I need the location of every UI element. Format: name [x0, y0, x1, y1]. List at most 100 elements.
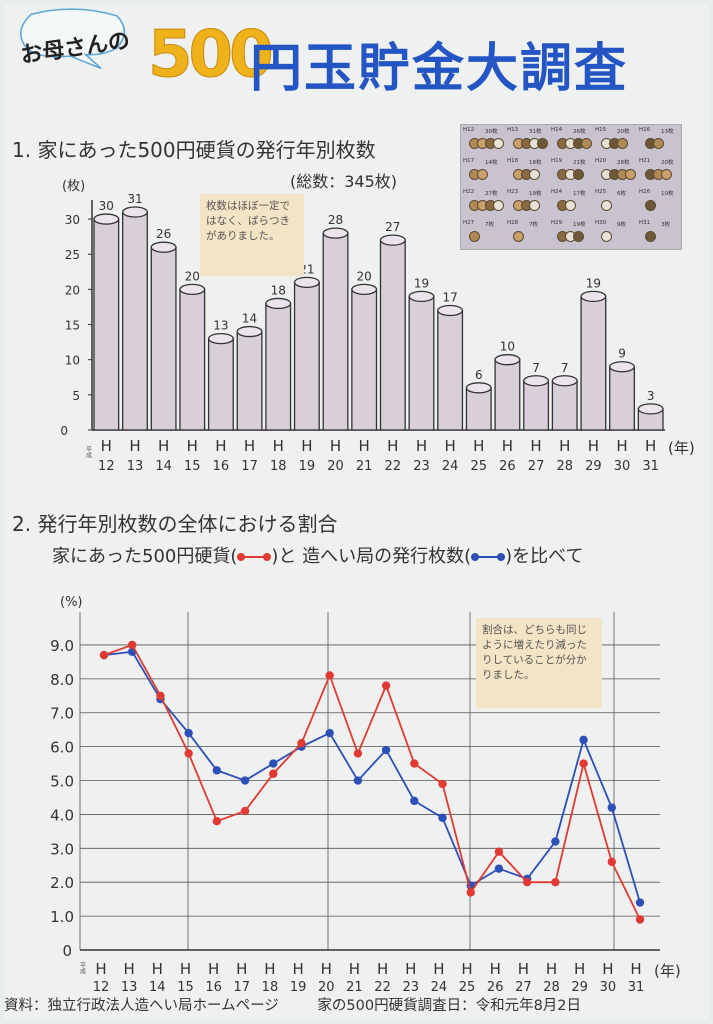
line-y-tick-label: 2.0	[50, 874, 74, 892]
bar	[609, 366, 635, 431]
blue-series-point	[438, 813, 447, 823]
bar-value-label: 31	[127, 192, 142, 206]
photo-count-label: 10枚	[661, 191, 674, 197]
bar-value-label: 13	[213, 319, 228, 333]
bar	[207, 337, 234, 431]
coin-icon	[565, 200, 576, 211]
bar-x-prefix: H	[387, 437, 398, 455]
line-x-prefix: H	[95, 960, 106, 978]
photo-count-label: 18枚	[529, 160, 542, 166]
coin-icon	[529, 169, 540, 180]
era-label: 平成	[85, 446, 92, 459]
photo-year-label: H24	[551, 189, 563, 195]
bar-x-prefix: H	[330, 437, 341, 455]
bar-value-label: 14	[242, 312, 257, 326]
blue-series-point	[381, 745, 391, 755]
photo-year-label: H15	[595, 127, 607, 133]
photo-year-label: H17	[463, 158, 475, 164]
blue-series-point	[269, 759, 278, 768]
line-x-prefix: H	[292, 960, 303, 978]
line-x-tick-label: 20	[318, 980, 335, 995]
line-x-tick-label: 16	[205, 980, 222, 995]
photo-year-label: H26	[639, 189, 651, 195]
photo-year-label: H19	[551, 158, 563, 164]
red-series-point	[579, 759, 588, 768]
subheading-part3: )を比べて	[505, 546, 584, 567]
bar-value-label: 7	[532, 361, 540, 375]
photo-count-label: 21枚	[573, 160, 586, 166]
bar	[494, 359, 521, 431]
bar	[179, 288, 206, 431]
bar-x-tick-label: 15	[184, 459, 201, 474]
line-x-prefix: H	[602, 960, 613, 978]
photo-year-label: H29	[551, 220, 563, 226]
bar	[465, 387, 492, 431]
bar-top	[437, 304, 464, 317]
era-label-2: 平成	[79, 962, 86, 975]
coin-icon	[661, 169, 672, 180]
red-series-point	[269, 769, 278, 778]
photo-count-label: 19枚	[529, 191, 542, 197]
photo-count-label: 7枚	[529, 222, 538, 228]
photo-year-label: H13	[507, 127, 519, 133]
photo-year-label: H21	[639, 158, 651, 164]
coin-icon	[601, 231, 612, 242]
bar-x-prefix: H	[616, 437, 627, 455]
line-x-prefix: H	[490, 960, 501, 978]
photo-year-label: H27	[463, 220, 475, 226]
coin-icon	[617, 138, 628, 149]
line-x-tick-label: 23	[402, 980, 419, 995]
bar-top	[523, 375, 550, 387]
line-x-tick-label: 29	[571, 980, 588, 995]
bar-top	[93, 213, 120, 225]
bar-value-label: 26	[156, 227, 171, 241]
coin-icon	[493, 200, 504, 211]
bar-x-prefix: H	[273, 437, 284, 455]
bar-x-tick-label: 27	[528, 459, 545, 474]
coin-icon	[653, 138, 664, 149]
bar-x-tick-label: 14	[155, 459, 172, 474]
red-legend-icon	[237, 551, 272, 563]
bar-x-tick-label: 19	[299, 459, 316, 474]
line-y-tick-label: 6.0	[50, 739, 74, 757]
line-x-tick-label: 19	[290, 980, 307, 995]
blue-series-point	[212, 766, 222, 775]
photo-count-label: 27枚	[485, 191, 498, 197]
line-x-tick-label: 27	[515, 980, 532, 995]
line-y-tick-label: 4.0	[50, 806, 74, 824]
bar-x-tick-label: 25	[471, 459, 488, 474]
blue-series-point	[579, 735, 588, 745]
photo-year-label: H16	[639, 127, 651, 133]
line-x-prefix: H	[518, 960, 529, 978]
bar-value-label: 17	[442, 290, 457, 304]
line-x-unit: (年)	[654, 962, 681, 980]
red-series-point	[156, 691, 165, 700]
subheading-part1: 家にあった500円硬貨(	[52, 546, 238, 567]
bar-x-prefix: H	[645, 437, 656, 455]
bar-top	[351, 283, 378, 296]
line-x-prefix: H	[574, 960, 585, 978]
coin-icon	[529, 200, 540, 211]
red-series-point	[607, 857, 616, 867]
bar-top	[551, 375, 578, 387]
bar-x-tick-label: 17	[241, 459, 258, 474]
red-series-point	[240, 806, 250, 816]
photo-year-label: H28	[507, 220, 519, 226]
photo-count-label: 7枚	[485, 222, 494, 228]
bar-top	[179, 283, 206, 296]
line-chart-note: 割合は、どちらも同じように増えたり減ったりしていることが分かりました。	[476, 618, 602, 708]
red-series-point	[297, 739, 306, 748]
bar	[122, 211, 148, 431]
photo-year-label: H30	[595, 220, 607, 226]
photo-year-label: H22	[463, 189, 475, 195]
line-x-prefix: H	[152, 960, 163, 978]
bar-x-prefix: H	[502, 437, 513, 455]
bar-top	[379, 234, 406, 246]
bar-chart-note: 枚数はほぼ一定ではなく、ばらつきがありました。	[200, 194, 304, 276]
photo-count-label: 20枚	[661, 160, 674, 166]
photo-count-label: 6枚	[617, 191, 626, 197]
section2-subheading: 家にあった500円硬貨()と 造へい局の発行枚数()を比べて	[52, 542, 583, 568]
bar-top	[122, 206, 148, 218]
bar-x-prefix: H	[444, 437, 455, 455]
line-y-tick-label: 8.0	[50, 671, 74, 689]
